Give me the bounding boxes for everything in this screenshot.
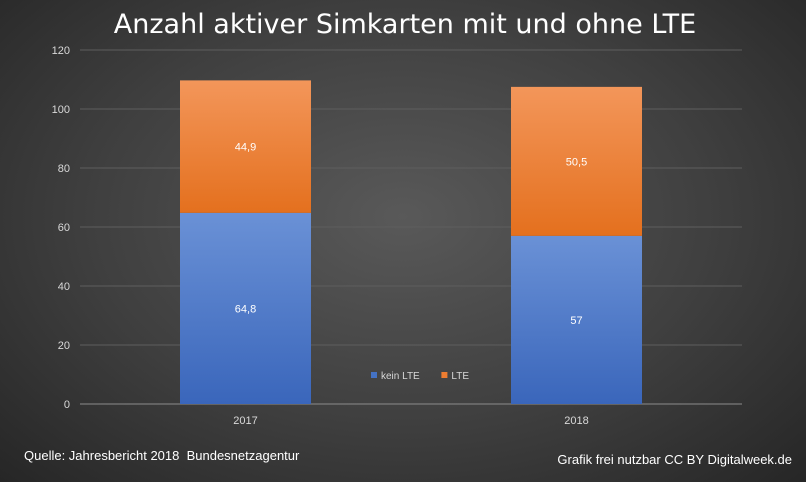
legend-label: LTE — [451, 371, 469, 382]
y-tick-label: 20 — [58, 340, 70, 352]
credit-note: Grafik frei nutzbar CC BY Digitalweek.de — [557, 452, 792, 467]
y-tick-label: 0 — [64, 399, 70, 411]
bar-lte-2017 — [180, 80, 311, 213]
x-tick-label: 2018 — [564, 415, 588, 427]
data-label: 64,8 — [235, 303, 256, 315]
bar-kein-lte-2017 — [180, 212, 311, 404]
legend-swatch — [371, 372, 377, 378]
y-tick-label: 100 — [52, 104, 70, 116]
y-tick-label: 80 — [58, 163, 70, 175]
legend-label: kein LTE — [381, 371, 420, 382]
data-label: 44,9 — [235, 142, 256, 154]
data-label: 57 — [570, 315, 582, 327]
bar-lte-2018 — [511, 86, 642, 236]
source-note: Quelle: Jahresbericht 2018 Bundesnetzage… — [24, 448, 300, 463]
chart-title: Anzahl aktiver Simkarten mit und ohne LT… — [114, 9, 696, 40]
x-tick-label: 2017 — [233, 415, 257, 427]
y-tick-label: 60 — [58, 222, 70, 234]
data-label: 50,5 — [566, 156, 587, 168]
y-tick-label: 120 — [52, 45, 70, 57]
bar-kein-lte-2018 — [511, 235, 642, 404]
legend-swatch — [441, 372, 448, 378]
y-tick-label: 40 — [58, 281, 70, 293]
